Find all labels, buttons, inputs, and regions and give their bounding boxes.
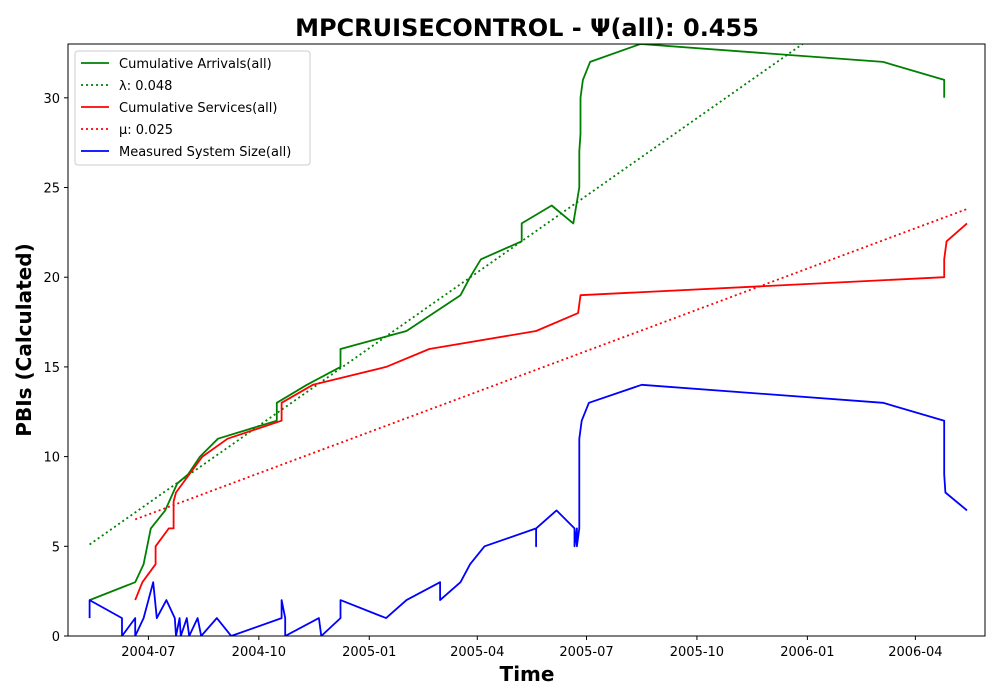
y-tick-label: 5 (52, 540, 60, 555)
x-tick-label: 2006-01 (780, 645, 834, 660)
x-tick-label: 2004-07 (121, 645, 175, 660)
x-tick-label: 2006-04 (888, 645, 942, 660)
legend-label: Measured System Size(all) (119, 145, 291, 160)
y-tick-label: 0 (52, 630, 60, 645)
legend-label: μ: 0.025 (119, 123, 173, 138)
series-line-0-048 (89, 44, 804, 546)
x-tick-label: 2005-07 (559, 645, 613, 660)
y-tick-label: 15 (43, 361, 60, 376)
y-tick-label: 10 (43, 451, 60, 466)
series-line-measured-system-size-all (88, 383, 968, 636)
x-tick-label: 2005-10 (670, 645, 724, 660)
chart-title: MPCRUISECONTROL - Ψ(all): 0.455 (295, 14, 759, 42)
legend-label: Cumulative Services(all) (119, 101, 277, 116)
plot-lines (88, 44, 968, 636)
x-axis-title: Time (500, 662, 555, 686)
plot-frame (67, 43, 986, 637)
legend-label: λ: 0.048 (119, 79, 172, 94)
legend: Cumulative Arrivals(all) λ: 0.048 Cumulati… (74, 50, 311, 166)
y-axis: 0 5 10 15 20 25 30 (43, 92, 68, 645)
legend-box (74, 50, 311, 166)
series-line-cumulative-services-all (134, 222, 968, 601)
x-tick-label: 2004-10 (232, 645, 286, 660)
legend-label: Cumulative Arrivals(all) (119, 57, 272, 72)
x-tick-label: 2005-01 (342, 645, 396, 660)
y-tick-label: 30 (43, 92, 60, 107)
series-line-cumulative-arrivals-all (89, 44, 946, 601)
x-tick-label: 2005-04 (450, 645, 504, 660)
y-tick-label: 25 (43, 182, 60, 197)
x-axis: 2004-07 2004-10 2005-01 2005-04 2005-07 2005-… (121, 636, 943, 660)
y-axis-title: PBIs (Calculated) (12, 243, 36, 436)
y-tick-label: 20 (43, 271, 60, 286)
